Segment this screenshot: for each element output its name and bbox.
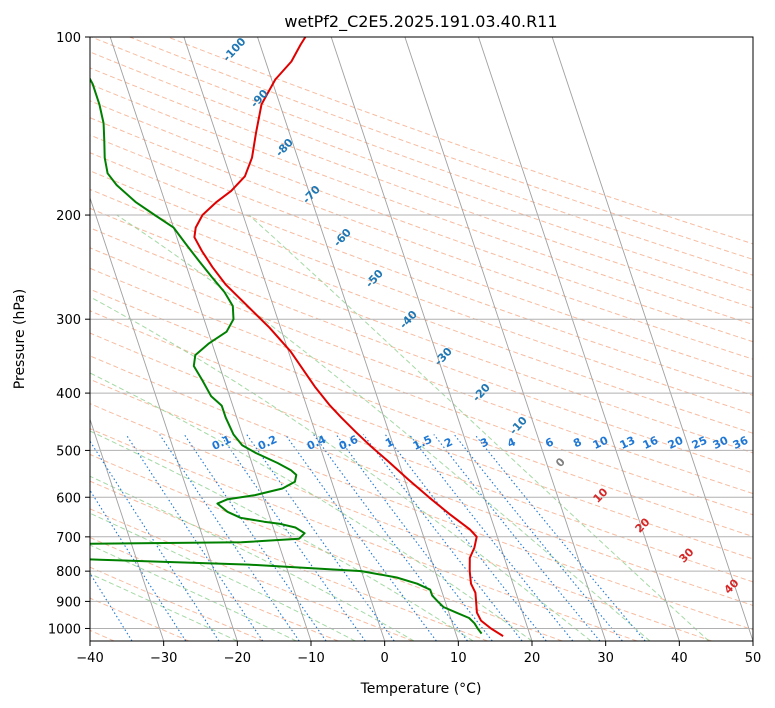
- mixing-ratio-label: 13: [618, 434, 637, 452]
- plot-frame: [89, 36, 754, 642]
- x-tick-label: −10: [297, 651, 324, 666]
- x-tick-label: 50: [745, 651, 762, 666]
- x-tick-label: 40: [671, 651, 688, 666]
- x-axis: −40 −30 −20 −10 0 10 20 30 40 50: [76, 641, 761, 666]
- dry-adiabat: [90, 332, 753, 583]
- dry-adiabat: [90, 566, 264, 641]
- x-tick-label: 10: [450, 651, 467, 666]
- chart-title: wetPf2_C2E5.2025.191.03.40.R11: [284, 12, 557, 32]
- moist-adiabat: [90, 430, 474, 641]
- y-tick-label: 900: [56, 595, 81, 610]
- mixing-ratio-line: [284, 434, 437, 641]
- mixing-ratio-line: [159, 434, 300, 641]
- y-tick-label: 500: [56, 444, 81, 459]
- dry-adiabat: [90, 117, 753, 360]
- mixing-ratio-line: [335, 434, 493, 641]
- moist-adiabat: [116, 214, 651, 641]
- mixing-ratio-label: 25: [690, 434, 709, 452]
- dry-adiabat: [90, 247, 753, 495]
- temperature-line: [193, 37, 504, 637]
- x-tick-label: 30: [597, 651, 614, 666]
- y-tick-label: 700: [56, 531, 81, 546]
- isotherm: [330, 37, 533, 641]
- dry-adiabat: [90, 378, 753, 631]
- moist-adiabat: [248, 214, 710, 641]
- x-tick-label: −40: [76, 651, 103, 666]
- mixing-ratio-line: [433, 434, 601, 641]
- isotherm: [90, 196, 238, 641]
- dewpoint-line: [90, 76, 483, 635]
- isotherm: [183, 37, 386, 641]
- x-tick-label: 20: [524, 651, 541, 666]
- moist-adiabat: [90, 573, 238, 641]
- mixing-ratio-line: [474, 434, 646, 641]
- dry-adiabat: [90, 597, 189, 641]
- isotherm: [551, 37, 753, 641]
- moist-adiabat: [90, 372, 533, 641]
- y-axis: 100 200 300 400 500 600 700 800 900 1000: [48, 31, 90, 637]
- dry-adiabat: [90, 134, 753, 378]
- y-tick-label: 100: [56, 31, 81, 46]
- y-tick-label: 400: [56, 387, 81, 402]
- dry-adiabat: [90, 100, 753, 343]
- mixing-ratio-line: [453, 434, 623, 641]
- moist-adiabat: [90, 475, 415, 641]
- x-tick-label: −30: [150, 651, 177, 666]
- mixing-ratio-label: 16: [641, 434, 661, 452]
- isotherm: [478, 37, 680, 641]
- dry-adiabat: [90, 67, 753, 309]
- dry-adiabat: [90, 508, 414, 641]
- dry-adiabat: [90, 207, 753, 454]
- mixing-ratio-label: 36: [731, 434, 751, 452]
- mixing-ratio-line: [90, 572, 133, 641]
- x-tick-label: 0: [381, 651, 389, 666]
- x-tick-label: −20: [224, 651, 251, 666]
- pressure-gridlines: [90, 37, 753, 629]
- isotherm: [257, 37, 459, 641]
- y-tick-label: 1000: [48, 622, 81, 637]
- y-tick-label: 600: [56, 491, 81, 506]
- dry-adiabat: [90, 453, 563, 641]
- mixing-ratio-label: 10: [591, 434, 611, 452]
- moist-adiabat: [90, 512, 356, 641]
- y-tick-label: 200: [56, 209, 81, 224]
- plot-background: [90, 37, 753, 641]
- mixing-ratio-line: [183, 434, 327, 641]
- y-tick-label: 300: [56, 313, 81, 328]
- isotherm: [404, 37, 607, 641]
- dry-adiabat: [90, 267, 753, 516]
- y-tick-label: 800: [56, 565, 81, 580]
- mixing-ratio-label: 20: [666, 434, 686, 452]
- y-axis-title: Pressure (hPa): [12, 289, 28, 389]
- dry-adiabat: [90, 428, 638, 641]
- dry-adiabat: [90, 170, 753, 415]
- dry-adiabat: [90, 51, 753, 292]
- mixing-ratio-line: [362, 434, 523, 641]
- dry-adiabat: [90, 83, 753, 326]
- dry-adiabat: [90, 188, 753, 434]
- isotherm: [90, 417, 165, 641]
- x-axis-title: Temperature (°C): [360, 681, 482, 697]
- mixing-ratio-label: 30: [711, 434, 731, 452]
- mixing-ratio-line: [384, 434, 547, 641]
- profile-series: [90, 37, 504, 637]
- dry-adiabat: [90, 403, 712, 641]
- dry-adiabat: [90, 288, 753, 538]
- mixing-ratio-line: [313, 434, 468, 641]
- dry-adiabat: [90, 227, 753, 474]
- dry-adiabat: [90, 152, 753, 396]
- mixing-ratio-line: [90, 440, 220, 641]
